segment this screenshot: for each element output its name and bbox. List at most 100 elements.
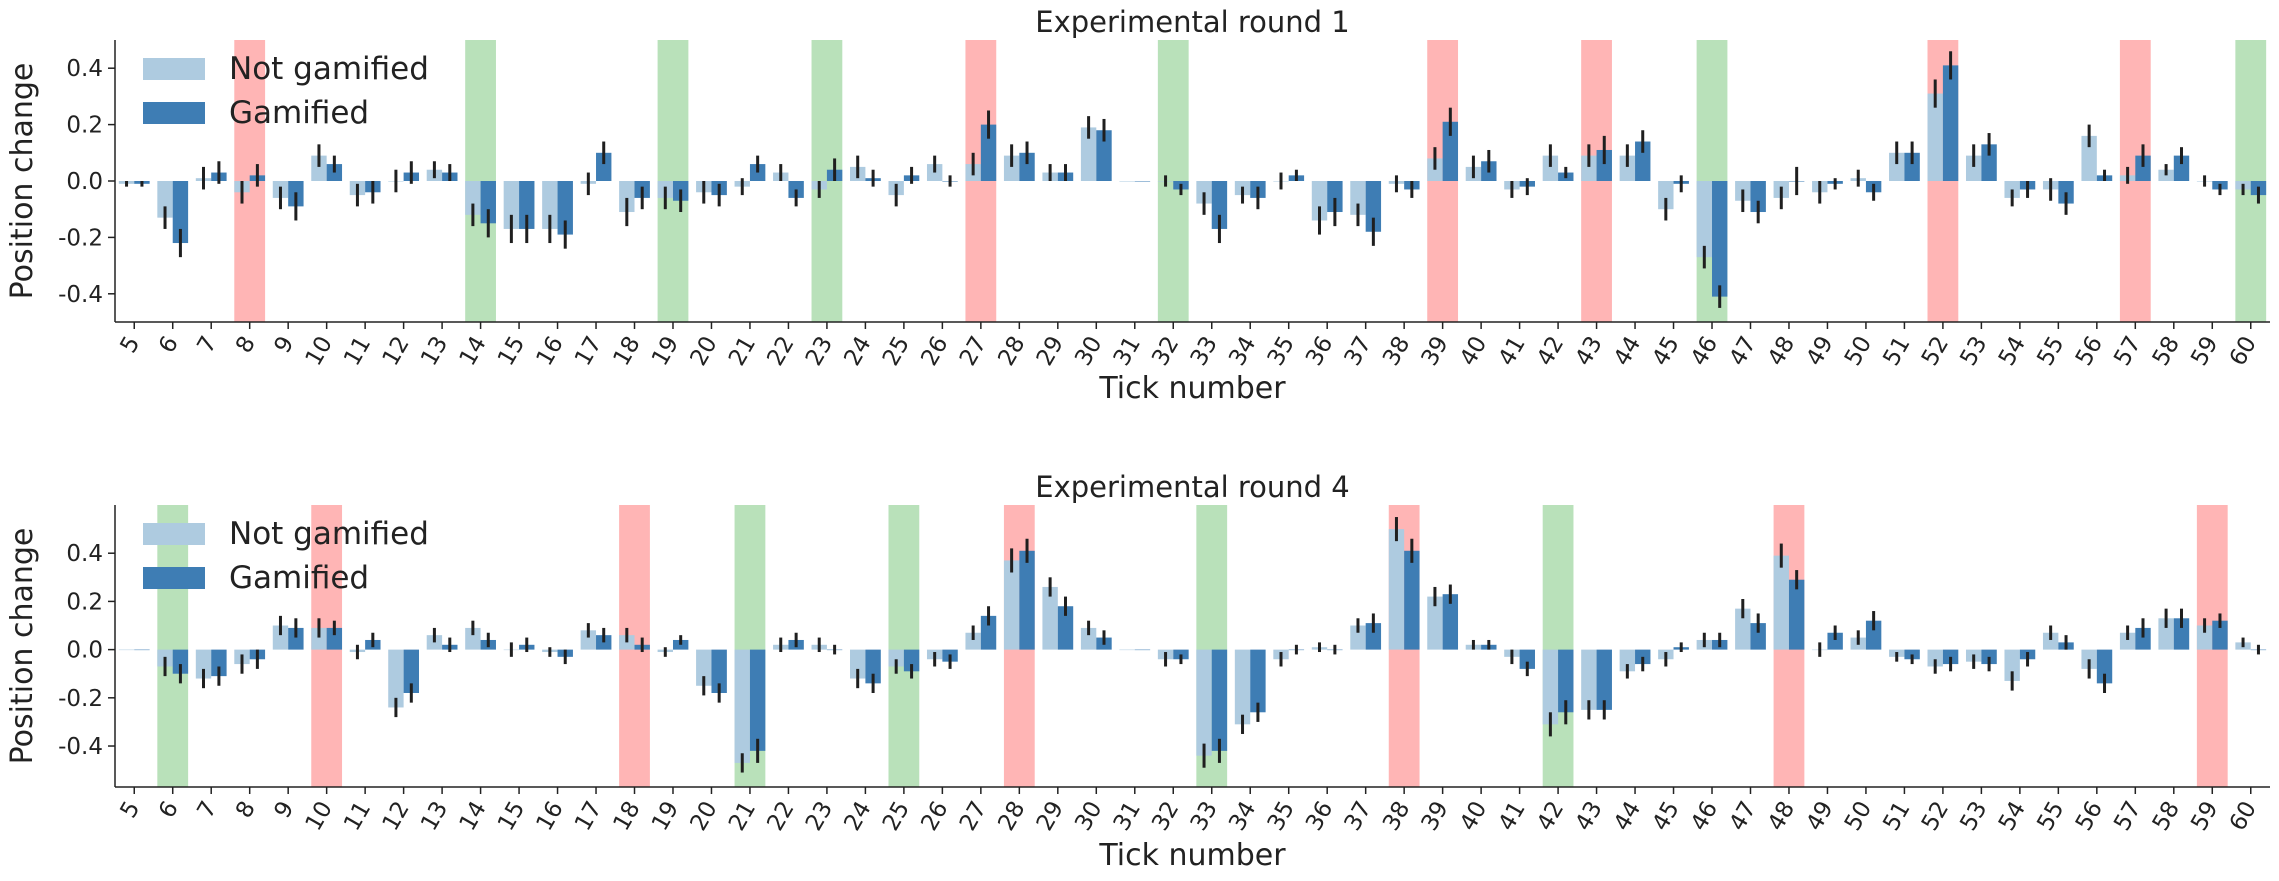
x-tick-label: 17 (570, 797, 607, 835)
x-tick-label: 49 (1801, 332, 1838, 370)
y-axis-label: Position change (5, 63, 40, 300)
gamified-bar-tick-16 (557, 181, 573, 235)
x-tick-label: 30 (1070, 332, 1107, 370)
gamified-bar-tick-52 (1942, 65, 1959, 181)
gamified-bar-tick-41 (1519, 649, 1535, 669)
y-tick-label: 0.2 (66, 113, 103, 139)
bars (118, 517, 2267, 773)
x-tick-label: 41 (1494, 332, 1531, 370)
x-tick-label: 20 (686, 332, 723, 370)
x-tick-label: 28 (993, 797, 1030, 835)
legend-label-gamified: Gamified (229, 560, 369, 596)
y-tick-label: 0.4 (66, 541, 103, 567)
legend-label-not-gamified: Not gamified (229, 516, 429, 552)
x-tick-label: 51 (1878, 797, 1915, 835)
legend-label-gamified: Gamified (229, 95, 369, 131)
gamified-bar-tick-29 (1057, 606, 1074, 650)
gamified-bar-tick-5 (134, 649, 150, 651)
gamified-bar-tick-15 (519, 181, 535, 229)
legend: Not gamified Gamified (143, 51, 429, 131)
not-gamified-bar-tick-16 (542, 181, 558, 229)
not-gamified-bar-tick-26 (926, 164, 943, 181)
not-gamified-bar-tick-54 (2004, 181, 2020, 198)
not-gamified-bar-tick-44 (1619, 155, 1636, 181)
x-tick-label: 37 (1340, 797, 1377, 835)
x-tick-label: 21 (724, 797, 761, 835)
x-tick-label: 33 (1186, 332, 1223, 370)
x-tick-label: 17 (570, 332, 607, 370)
green-highlight-band-tick-42 (1542, 505, 1574, 787)
not-gamified-bar-tick-46 (1696, 181, 1713, 258)
x-tick-label: 14 (455, 797, 492, 835)
x-tick-label: 40 (1455, 797, 1492, 835)
x-tick-label: 6 (154, 797, 184, 823)
gamified-bar-tick-27 (980, 615, 997, 650)
x-tick-label: 29 (1032, 332, 1069, 370)
gamified-bar-tick-36 (1327, 181, 1343, 213)
x-tick-label: 39 (1417, 797, 1454, 835)
x-tick-label: 25 (878, 332, 915, 370)
not-gamified-bar-tick-36 (1311, 181, 1328, 221)
x-tick-label: 44 (1609, 332, 1646, 370)
legend-swatch-gamified (143, 567, 205, 589)
not-gamified-bar-tick-48 (1773, 555, 1789, 650)
x-tick-label: 44 (1609, 797, 1646, 835)
gamified-bar-tick-51 (1904, 152, 1920, 181)
gamified-bar-tick-12 (403, 649, 420, 693)
gamified-bar-tick-33 (1211, 649, 1228, 751)
x-tick-label: 54 (1994, 797, 2031, 835)
not-gamified-bar-tick-15 (503, 181, 520, 229)
x-tick-label: 50 (1840, 332, 1877, 370)
legend-label-not-gamified: Not gamified (229, 51, 429, 87)
not-gamified-bar-tick-20 (696, 649, 712, 686)
x-tick-label: 13 (416, 332, 453, 370)
x-tick-label: 52 (1917, 797, 1954, 835)
x-tick-label: 43 (1571, 797, 1608, 835)
x-tick-label: 12 (378, 332, 415, 370)
x-tick-label: 6 (154, 332, 184, 358)
x-tick-label: 54 (1994, 332, 2031, 370)
x-tick-label: 7 (193, 332, 223, 358)
y-tick-label: 0.0 (66, 638, 103, 664)
gamified-bar-tick-43 (1596, 149, 1612, 181)
gamified-bar-tick-27 (980, 124, 997, 181)
x-tick-label: 38 (1378, 797, 1415, 835)
green-highlight-band-tick-25 (888, 505, 920, 787)
x-tick-label: 57 (2109, 797, 2146, 835)
x-tick-label: 8 (231, 332, 261, 358)
gamified-bar-tick-10 (326, 164, 343, 181)
legend-swatch-not-gamified (143, 523, 205, 545)
x-tick-label: 33 (1186, 797, 1223, 835)
not-gamified-bar-tick-33 (1196, 649, 1212, 756)
x-tick-label: 24 (839, 797, 876, 835)
x-tick-label: 50 (1840, 797, 1877, 835)
x-tick-label: 15 (493, 332, 530, 370)
x-tick-label: 34 (1224, 332, 1261, 370)
not-gamified-bar-tick-28 (1003, 155, 1020, 181)
x-tick-label: 46 (1686, 332, 1723, 370)
not-gamified-bar-tick-43 (1581, 649, 1597, 710)
gamified-bar-tick-20 (711, 649, 727, 693)
x-tick-label: 48 (1763, 797, 1800, 835)
x-tick-label: 5 (116, 332, 146, 358)
not-gamified-bar-tick-34 (1234, 649, 1251, 725)
gamified-bar-tick-17 (596, 152, 612, 181)
x-axis-label: Tick number (1098, 838, 1286, 873)
x-tick-label: 52 (1917, 332, 1954, 370)
gamified-bar-tick-31 (1134, 649, 1151, 651)
x-tick-label: 18 (609, 797, 646, 835)
y-tick-label: 0.0 (66, 169, 103, 195)
x-tick-label: 46 (1686, 797, 1723, 835)
not-gamified-bar-tick-51 (1889, 152, 1905, 181)
not-gamified-bar-tick-39 (1427, 596, 1443, 650)
not-gamified-bar-tick-14 (465, 627, 481, 650)
x-tick-label: 41 (1494, 797, 1531, 835)
x-tick-label: 39 (1417, 332, 1454, 370)
not-gamified-bar-tick-17 (580, 630, 597, 650)
x-tick-label: 5 (116, 797, 146, 823)
gamified-bar-tick-14 (480, 181, 496, 224)
x-tick-label: 14 (455, 332, 492, 370)
x-tick-label: 40 (1455, 332, 1492, 370)
gamified-bar-tick-57 (2135, 627, 2151, 650)
not-gamified-bar-tick-27 (965, 632, 981, 650)
